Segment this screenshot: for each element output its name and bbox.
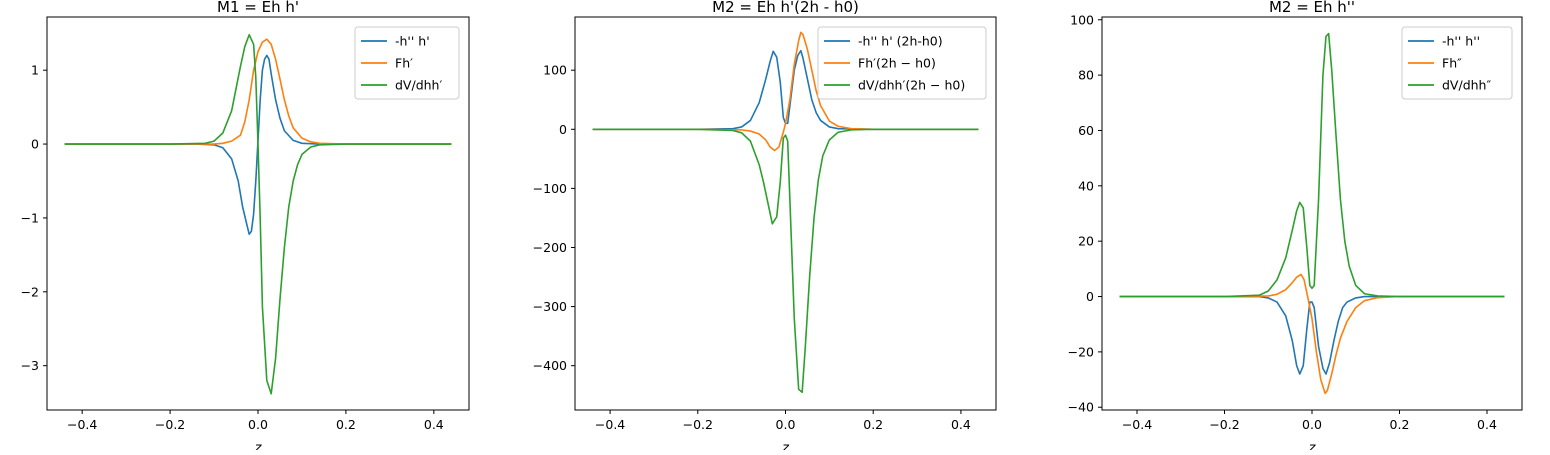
series-line-1 — [1119, 295, 1505, 375]
x-axis-label: z — [1308, 441, 1317, 450]
x-tick-label: −0.2 — [155, 417, 185, 432]
y-tick-label: −3 — [21, 358, 39, 373]
y-tick-label: 1 — [31, 63, 39, 78]
x-tick-label: 0.0 — [1302, 417, 1322, 432]
x-tick-label: 0.0 — [248, 417, 268, 432]
legend-label: -h'' h' (2h-h0) — [858, 34, 943, 49]
series-line-2 — [64, 38, 452, 145]
series-line-1 — [64, 54, 452, 235]
series-line-2 — [592, 31, 979, 152]
y-tick-label: 100 — [1070, 12, 1094, 27]
chart-panel-1: M1 = Eh h' −0.4 −0.2 0.0 0.2 0.4 −3 −2 −1 0 1 z -h''… — [21, 0, 470, 455]
x-tick-label: −0.4 — [67, 417, 97, 432]
x-tick-label: 0.2 — [1390, 417, 1410, 432]
chart-title: M2 = Eh h'' — [1269, 0, 1355, 16]
legend-label: dV/dhh′ — [395, 78, 442, 93]
y-tick-label: −300 — [533, 299, 567, 314]
x-tick-label: 0.2 — [863, 417, 883, 432]
series-line-1 — [592, 49, 979, 131]
chart-panel-2: M2 = Eh h'(2h - h0) −0.4 −0.2 0.0 0.2 0.4 −400… — [533, 0, 997, 455]
series-line-3 — [1119, 32, 1505, 298]
chart-panel-3: M2 = Eh h'' −0.4 −0.2 0.0 0.2 0.4 −40 −20 0 20 40 6… — [1068, 0, 1523, 455]
series-line-2 — [1119, 273, 1505, 395]
y-tick-label: 0 — [559, 122, 567, 137]
x-tick-label: −0.2 — [1209, 417, 1239, 432]
x-axis-label: z — [781, 441, 790, 450]
y-tick-label: 100 — [543, 63, 567, 78]
x-tick-label: −0.4 — [595, 417, 625, 432]
x-tick-label: −0.4 — [1122, 417, 1152, 432]
legend-label: Fh″ — [1442, 56, 1462, 71]
y-tick-label: −40 — [1068, 400, 1094, 415]
legend-box — [1401, 26, 1513, 100]
x-axis-label: z — [254, 441, 263, 450]
y-tick-label: −1 — [21, 210, 39, 225]
series-line-3 — [592, 128, 979, 394]
x-tick-label: 0.2 — [336, 417, 356, 432]
x-tick-label: 0.4 — [424, 417, 444, 432]
y-tick-label: −100 — [533, 181, 567, 196]
y-tick-label: 0 — [1086, 289, 1094, 304]
y-tick-label: −200 — [533, 240, 567, 255]
y-tick-label: −2 — [21, 284, 39, 299]
y-tick-label: −20 — [1068, 344, 1094, 359]
y-tick-label: 0 — [31, 137, 39, 152]
x-tick-label: 0.4 — [951, 417, 971, 432]
x-tick-label: 0.0 — [776, 417, 796, 432]
legend-label: -h'' h' — [395, 34, 430, 49]
y-tick-label: −400 — [533, 358, 567, 373]
y-tick-label: 80 — [1078, 68, 1094, 83]
legend-label: dV/dhh′(2h − h0) — [858, 78, 965, 93]
legend-label: Fh′(2h − h0) — [858, 56, 936, 71]
legend-box — [354, 26, 460, 100]
legend-label: Fh′ — [395, 56, 413, 71]
chart-title: M2 = Eh h'(2h - h0) — [712, 0, 859, 16]
legend-label: dV/dhh″ — [1442, 78, 1491, 93]
legend-label: -h'' h'' — [1442, 34, 1480, 49]
series-line-3 — [64, 33, 452, 395]
x-tick-label: −0.2 — [683, 417, 713, 432]
y-tick-label: 20 — [1078, 234, 1094, 249]
x-tick-label: 0.4 — [1477, 417, 1497, 432]
y-tick-label: 40 — [1078, 178, 1094, 193]
y-tick-label: 60 — [1078, 123, 1094, 138]
legend-box — [817, 26, 987, 100]
chart-title: M1 = Eh h' — [217, 0, 299, 16]
